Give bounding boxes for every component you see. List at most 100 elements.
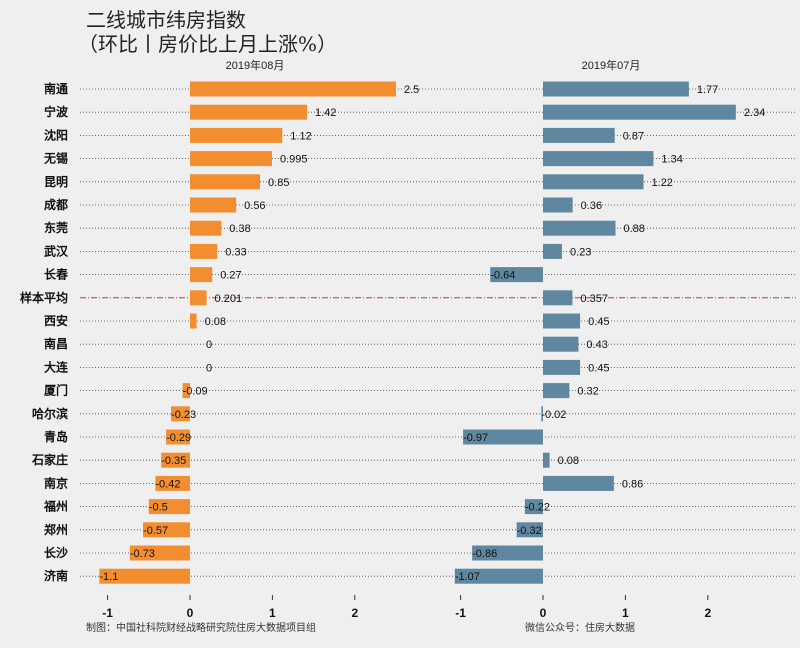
bar <box>190 243 218 259</box>
bar-value-label: 0.45 <box>588 316 609 328</box>
bar <box>463 429 543 445</box>
category-label: 厦门 <box>44 383 68 398</box>
bar-value-label: 0.86 <box>622 478 643 490</box>
x-tick-label: 0 <box>187 606 194 620</box>
bar <box>161 452 190 468</box>
bar-value-label: -0.73 <box>130 548 155 560</box>
bar-value-label: 2.5 <box>404 84 419 96</box>
bar-value-label: -0.22 <box>525 502 550 514</box>
bar <box>543 290 573 306</box>
bar <box>543 127 615 143</box>
bar-value-label: -0.32 <box>517 525 542 537</box>
x-tick-label: -1 <box>455 606 466 620</box>
category-label: 南昌 <box>44 336 68 351</box>
bar-value-label: 0.23 <box>570 246 591 258</box>
bar-value-label: 0.27 <box>220 270 241 282</box>
category-rows: 南通宁波沈阳无锡昆明成都东莞武汉长春样本平均西安南昌大连厦门哈尔滨青岛石家庄南京… <box>20 81 796 583</box>
panel-title: 2019年07月 <box>582 58 641 72</box>
bar-value-label: 1.34 <box>661 154 682 166</box>
bar <box>190 81 396 97</box>
bar-value-label: 0.36 <box>581 200 602 212</box>
bar <box>190 174 261 190</box>
x-tick-label: 2 <box>351 606 358 620</box>
bar <box>543 359 581 375</box>
x-tick-label: 1 <box>622 606 629 620</box>
category-label: 沈阳 <box>44 127 68 142</box>
bar-value-label: 0.33 <box>225 246 246 258</box>
bar <box>143 522 190 538</box>
bar-value-label: 0.08 <box>558 455 579 467</box>
category-label: 哈尔滨 <box>32 406 68 421</box>
bar-value-label: -0.97 <box>463 432 488 444</box>
bar <box>190 197 237 213</box>
category-label: 无锡 <box>43 151 68 166</box>
category-label: 东莞 <box>44 220 68 235</box>
category-label: 福州 <box>43 499 68 514</box>
bar-value-label: 2.34 <box>744 107 765 119</box>
bar-value-label: -0.29 <box>166 432 191 444</box>
bar <box>190 151 272 167</box>
bar <box>543 151 654 167</box>
bar-value-label: -0.02 <box>541 409 566 421</box>
bar-value-label: 0.357 <box>580 293 608 305</box>
category-label: 西安 <box>44 313 68 328</box>
bar <box>543 197 573 213</box>
bar <box>541 406 543 422</box>
bar <box>490 267 543 283</box>
bar <box>543 81 689 97</box>
bar <box>166 429 190 445</box>
category-label: 青岛 <box>44 429 68 444</box>
bar <box>543 104 736 120</box>
bar-value-label: -1.1 <box>99 571 118 583</box>
bar-value-label: 1.12 <box>290 130 311 142</box>
bar <box>190 267 213 283</box>
bar-value-label: -0.5 <box>149 502 168 514</box>
category-label: 南通 <box>44 81 68 96</box>
bar-value-label: -0.23 <box>171 409 196 421</box>
bar-value-label: -0.09 <box>183 386 208 398</box>
bar <box>524 499 543 515</box>
bar-value-label: 0.995 <box>280 154 308 166</box>
x-tick-label: 0 <box>540 606 547 620</box>
bar-value-label: -0.42 <box>155 478 180 490</box>
chart-title-line2: （环比丨房价比上月上涨%） <box>78 32 337 56</box>
bar <box>99 568 190 584</box>
bar-value-label: 1.77 <box>697 84 718 96</box>
chart-title-line1: 二线城市纬房指数 <box>86 8 246 32</box>
bar <box>543 243 562 259</box>
footer-credit: 制图：中国社科院财经战略研究院住房大数据项目组 <box>86 621 316 634</box>
bar <box>543 475 614 491</box>
bar-value-label: 0.85 <box>268 177 289 189</box>
category-label: 石家庄 <box>31 452 68 467</box>
category-label: 郑州 <box>44 522 68 537</box>
bar-value-label: -0.35 <box>161 455 186 467</box>
bar <box>543 313 581 329</box>
bar <box>543 452 550 468</box>
bar <box>543 336 579 352</box>
bar-value-label: 0.45 <box>588 362 609 374</box>
bar <box>190 104 308 120</box>
category-label: 长春 <box>44 267 69 282</box>
bar-value-label: 0.08 <box>205 316 226 328</box>
bar-value-label: 0 <box>206 362 212 374</box>
bar <box>190 220 222 236</box>
category-label: 样本平均 <box>20 290 68 305</box>
bar <box>190 290 207 306</box>
x-tick-label: -1 <box>102 606 113 620</box>
bar-value-label: -1.07 <box>455 571 480 583</box>
bar <box>129 545 190 561</box>
bar <box>155 475 190 491</box>
bar <box>454 568 543 584</box>
bar-value-label: -0.64 <box>490 270 515 282</box>
bar-value-label: 0.87 <box>623 130 644 142</box>
x-tick-label: 1 <box>269 606 276 620</box>
bar <box>543 383 570 399</box>
bar <box>543 220 616 236</box>
panel-2019-08: 2019年08月 2.5 1.42 1.12 0.995 0.850.56 0.38 0.33… <box>99 58 419 620</box>
x-tick-label: 2 <box>704 606 711 620</box>
panel-2019-07: 2019年07月 1.77 2.34 0.87 1.34 1.22 0.36 0.88 0.23… <box>454 58 765 620</box>
category-label: 大连 <box>44 359 69 374</box>
bar-value-label: 0.88 <box>624 223 645 235</box>
bar-value-label: 1.22 <box>652 177 673 189</box>
